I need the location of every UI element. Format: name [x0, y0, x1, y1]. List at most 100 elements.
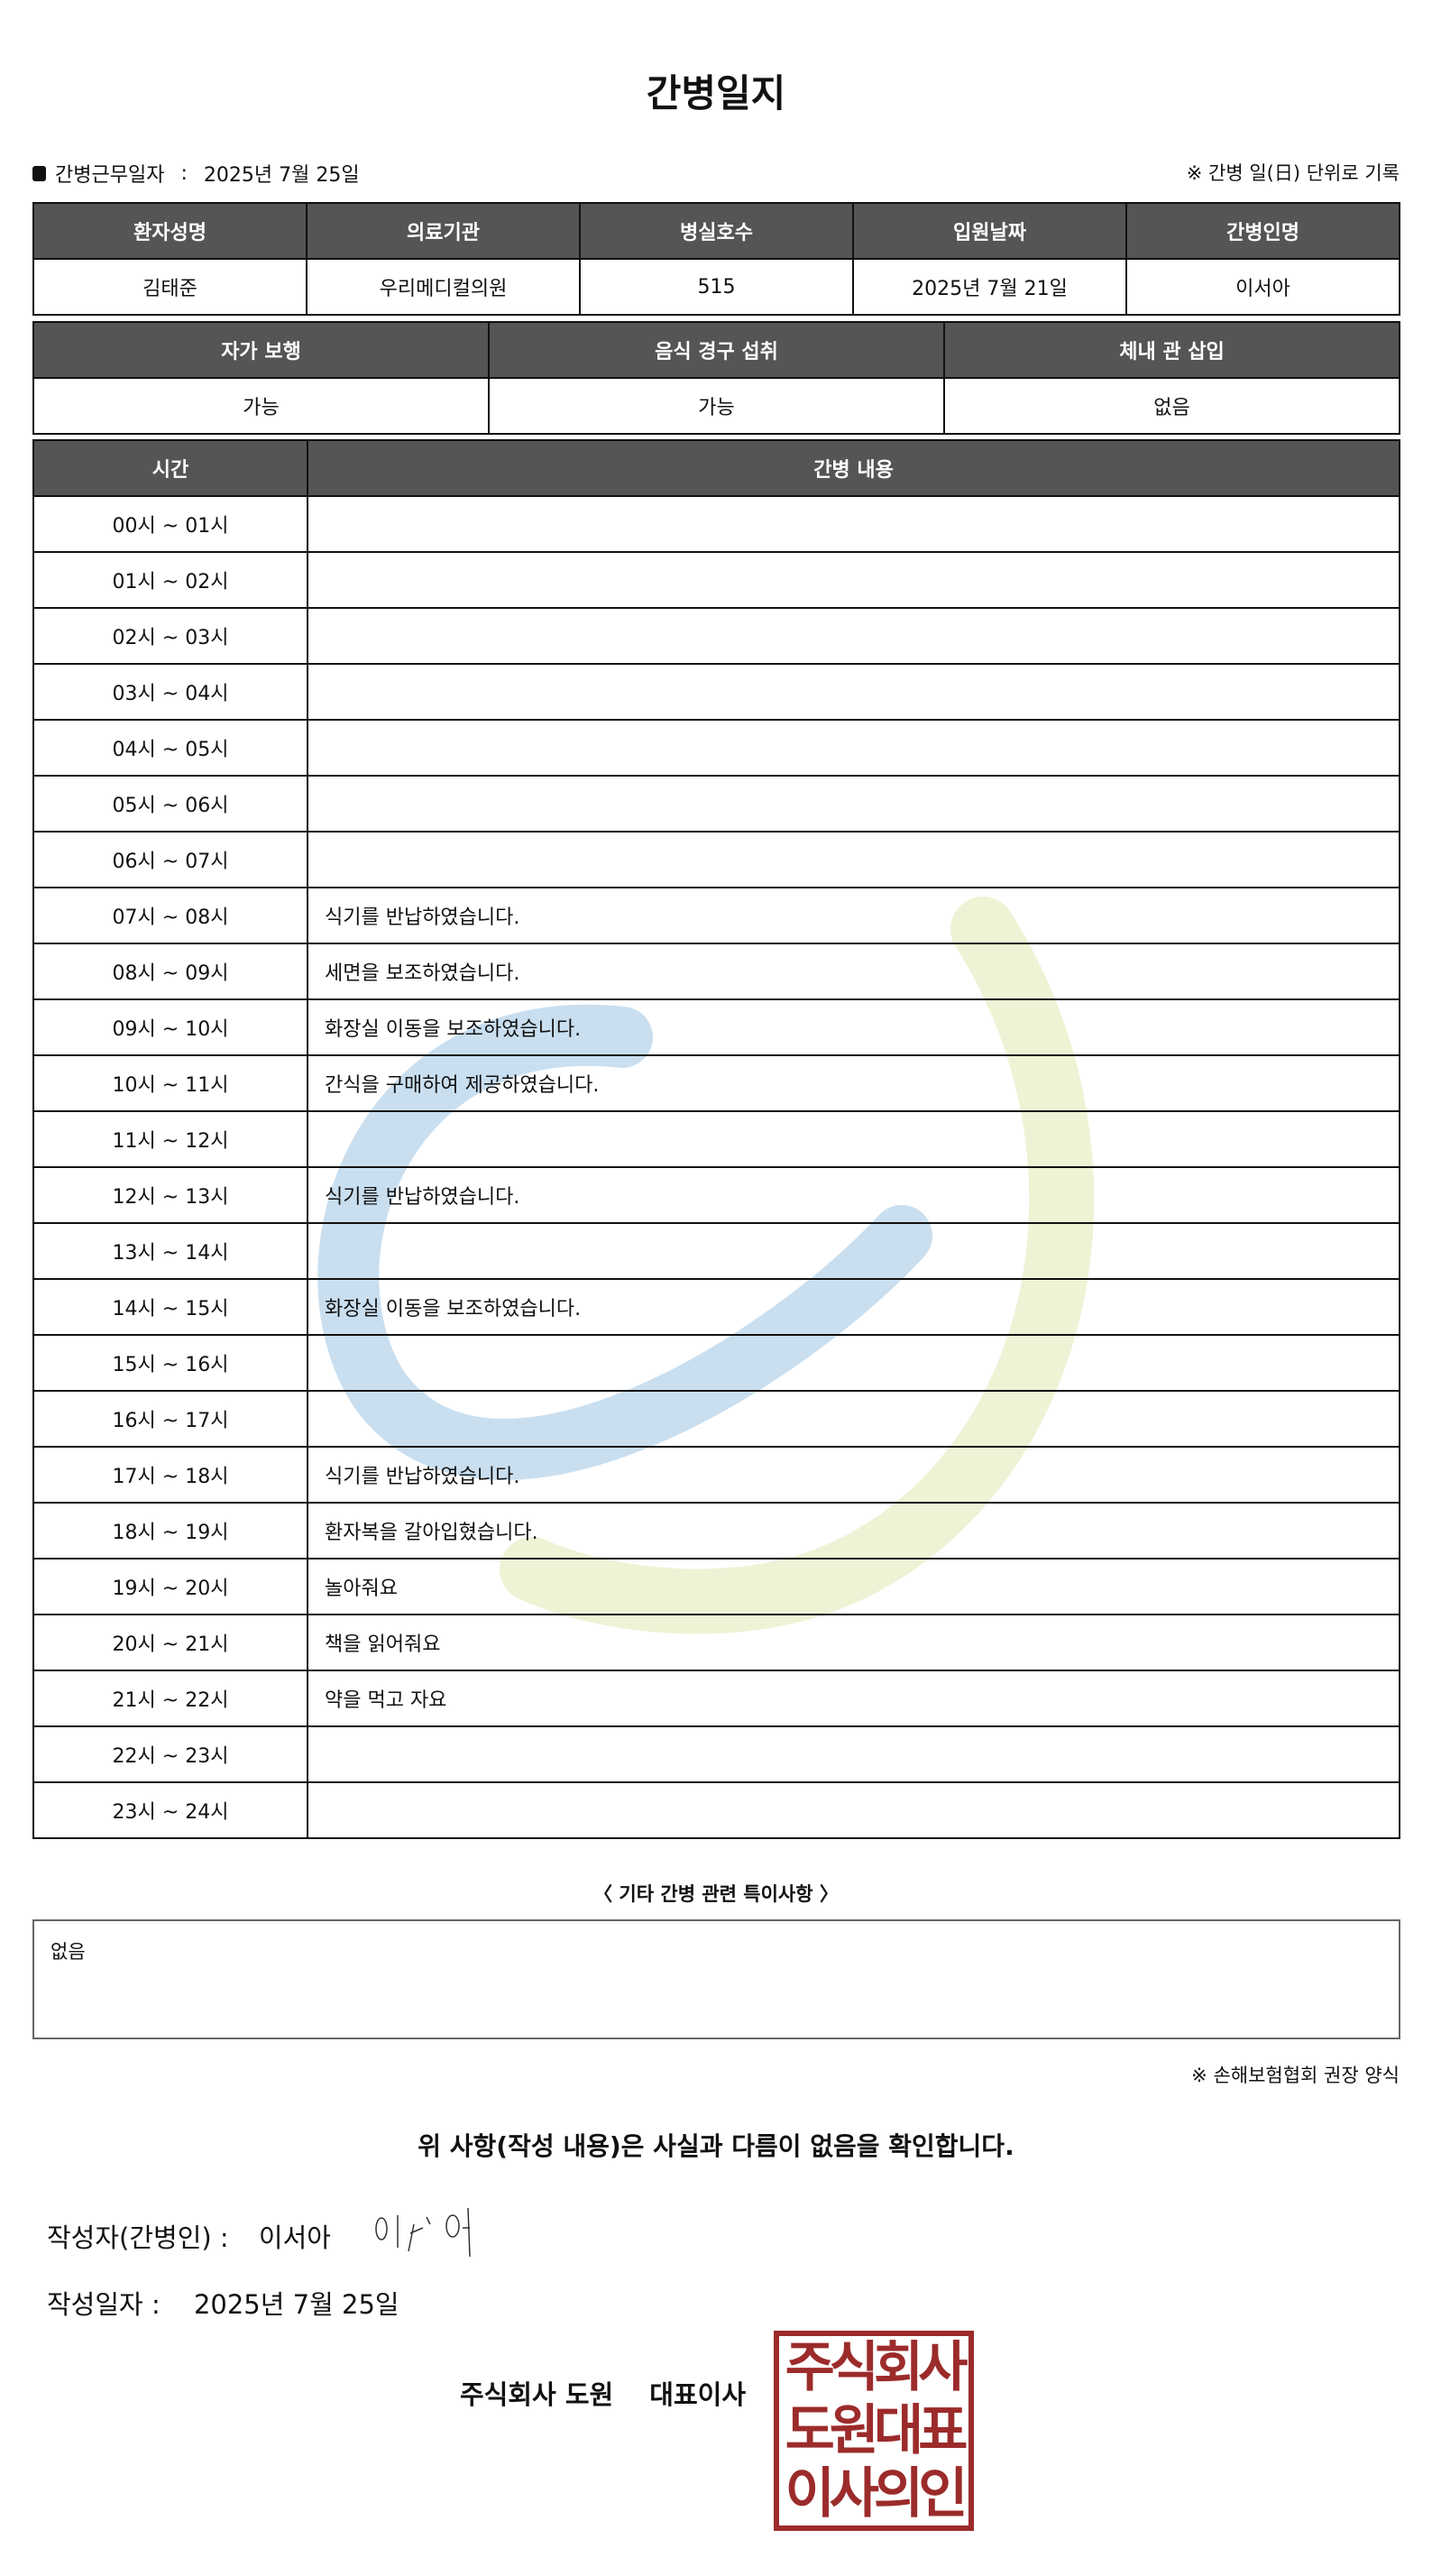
- table-row: 23시 ~ 24시: [32, 1781, 1400, 1839]
- patient-info-table: 환자성명 의료기관 병실호수 입원날짜 간병인명 김태준 우리메디컬의원 515…: [32, 202, 1400, 316]
- stamp-line: 이사의인: [785, 2462, 968, 2525]
- header-tube: 체내 관 삽입: [943, 321, 1400, 379]
- care-content: [307, 719, 1400, 777]
- table-row: 05시 ~ 06시: [32, 775, 1400, 833]
- time-slot: 07시 ~ 08시: [32, 887, 308, 944]
- care-content: 화장실 이동을 보조하였습니다.: [307, 1278, 1400, 1336]
- time-slot: 06시 ~ 07시: [32, 831, 308, 888]
- time-slot: 08시 ~ 09시: [32, 943, 308, 1000]
- time-slot: 23시 ~ 24시: [32, 1781, 308, 1839]
- patient-name: 김태준: [32, 258, 308, 316]
- company-seal-stamp: 주식회사 도원대표 이사의인: [774, 2331, 974, 2531]
- work-date-line: 간병근무일자 : 2025년 7월 25일: [32, 159, 360, 188]
- etc-title: 〈 기타 간병 관련 특이사항 〉: [593, 1883, 839, 1905]
- room-number: 515: [579, 258, 854, 316]
- company-role: 대표이사: [649, 2379, 747, 2410]
- care-content: [307, 1110, 1400, 1168]
- care-content: [307, 1222, 1400, 1280]
- table-row: 09시 ~ 10시 화장실 이동을 보조하였습니다.: [32, 998, 1400, 1056]
- time-slot: 11시 ~ 12시: [32, 1110, 308, 1168]
- time-slot: 03시 ~ 04시: [32, 663, 308, 721]
- time-slot: 15시 ~ 16시: [32, 1334, 308, 1392]
- care-content: 환자복을 갈아입혔습니다.: [307, 1502, 1400, 1559]
- header-time: 시간: [32, 439, 308, 497]
- time-slot: 12시 ~ 13시: [32, 1166, 308, 1224]
- care-content: [307, 1781, 1400, 1839]
- care-content: 식기를 반납하였습니다.: [307, 1446, 1400, 1504]
- company-line: 주식회사 도원 대표이사: [460, 2374, 746, 2412]
- walking-value: 가능: [32, 377, 490, 435]
- table-row: 17시 ~ 18시 식기를 반납하였습니다.: [32, 1446, 1400, 1504]
- care-content: 간식을 구매하여 제공하였습니다.: [307, 1054, 1400, 1112]
- table-row: 12시 ~ 13시 식기를 반납하였습니다.: [32, 1166, 1400, 1224]
- table-row: 08시 ~ 09시 세면을 보조하였습니다.: [32, 943, 1400, 1000]
- table-row: 10시 ~ 11시 간식을 구매하여 제공하였습니다.: [32, 1054, 1400, 1112]
- care-content: 식기를 반납하였습니다.: [307, 887, 1400, 944]
- header-content: 간병 내용: [307, 439, 1400, 497]
- care-content: [307, 1725, 1400, 1783]
- company-name: 주식회사 도원: [460, 2379, 614, 2410]
- time-slot: 19시 ~ 20시: [32, 1558, 308, 1615]
- work-date-label: 간병근무일자: [55, 164, 165, 187]
- care-content: [307, 1390, 1400, 1448]
- writer-label: 작성자(간병인) :: [47, 2222, 229, 2253]
- time-slot: 02시 ~ 03시: [32, 607, 308, 665]
- care-content: [307, 551, 1400, 609]
- table-row: 13시 ~ 14시: [32, 1222, 1400, 1280]
- header-walking: 자가 보행: [32, 321, 490, 379]
- etc-notes-box: 없음: [32, 1919, 1400, 2039]
- time-slot: 22시 ~ 23시: [32, 1725, 308, 1783]
- confirmation-statement: 위 사항(작성 내용)은 사실과 다름이 없음을 확인합니다.: [418, 2131, 1014, 2161]
- care-log-table: 시간 간병 내용 00시 ~ 01시 01시 ~ 02시 02시 ~ 03시 03시 …: [32, 439, 1400, 1839]
- etc-notes-text: 없음: [50, 1941, 86, 1963]
- patient-status-table: 자가 보행 음식 경구 섭취 체내 관 삽입 가능 가능 없음: [32, 321, 1400, 435]
- written-date-label: 작성일자 :: [47, 2289, 161, 2320]
- table-row: 04시 ~ 05시: [32, 719, 1400, 777]
- tube-value: 없음: [943, 377, 1400, 435]
- time-slot: 20시 ~ 21시: [32, 1614, 308, 1671]
- time-slot: 05시 ~ 06시: [32, 775, 308, 833]
- form-source-note: ※ 손해보험협회 권장 양식: [1191, 2065, 1400, 2086]
- written-date-value: 2025년 7월 25일: [193, 2289, 399, 2320]
- stamp-line: 주식회사: [785, 2336, 968, 2399]
- table-row: 15시 ~ 16시: [32, 1334, 1400, 1392]
- table-row: 20시 ~ 21시 책을 읽어줘요: [32, 1614, 1400, 1671]
- header-room: 병실호수: [579, 202, 854, 260]
- table-row: 21시 ~ 22시 약을 먹고 자요: [32, 1670, 1400, 1727]
- written-date-line: 작성일자 : 2025년 7월 25일: [47, 2284, 399, 2322]
- header-patient-name: 환자성명: [32, 202, 308, 260]
- header-hospital: 의료기관: [306, 202, 581, 260]
- table-row: 11시 ~ 12시: [32, 1110, 1400, 1168]
- time-slot: 09시 ~ 10시: [32, 998, 308, 1056]
- care-content: 놀아줘요: [307, 1558, 1400, 1615]
- time-slot: 04시 ~ 05시: [32, 719, 308, 777]
- care-content: [307, 831, 1400, 888]
- header-admission-date: 입원날짜: [852, 202, 1127, 260]
- time-slot: 00시 ~ 01시: [32, 495, 308, 553]
- care-content: [307, 775, 1400, 833]
- care-content: [307, 607, 1400, 665]
- writer-name: 이서아: [258, 2222, 331, 2253]
- time-slot: 01시 ~ 02시: [32, 551, 308, 609]
- time-slot: 21시 ~ 22시: [32, 1670, 308, 1727]
- care-content: [307, 495, 1400, 553]
- hospital: 우리메디컬의원: [306, 258, 581, 316]
- care-content: [307, 1334, 1400, 1392]
- stamp-line: 도원대표: [785, 2399, 968, 2462]
- care-content: 세면을 보조하였습니다.: [307, 943, 1400, 1000]
- table-row: 22시 ~ 23시: [32, 1725, 1400, 1783]
- oral-intake-value: 가능: [488, 377, 945, 435]
- time-slot: 14시 ~ 15시: [32, 1278, 308, 1336]
- table-row: 02시 ~ 03시: [32, 607, 1400, 665]
- header-oral-intake: 음식 경구 섭취: [488, 321, 945, 379]
- time-slot: 10시 ~ 11시: [32, 1054, 308, 1112]
- separator: :: [180, 161, 188, 185]
- caregiver-name: 이서아: [1125, 258, 1400, 316]
- time-slot: 17시 ~ 18시: [32, 1446, 308, 1504]
- time-slot: 13시 ~ 14시: [32, 1222, 308, 1280]
- header-caregiver: 간병인명: [1125, 202, 1400, 260]
- table-row: 19시 ~ 20시 놀아줘요: [32, 1558, 1400, 1615]
- care-content: [307, 663, 1400, 721]
- handwritten-signature: [375, 2207, 471, 2258]
- time-slot: 16시 ~ 17시: [32, 1390, 308, 1448]
